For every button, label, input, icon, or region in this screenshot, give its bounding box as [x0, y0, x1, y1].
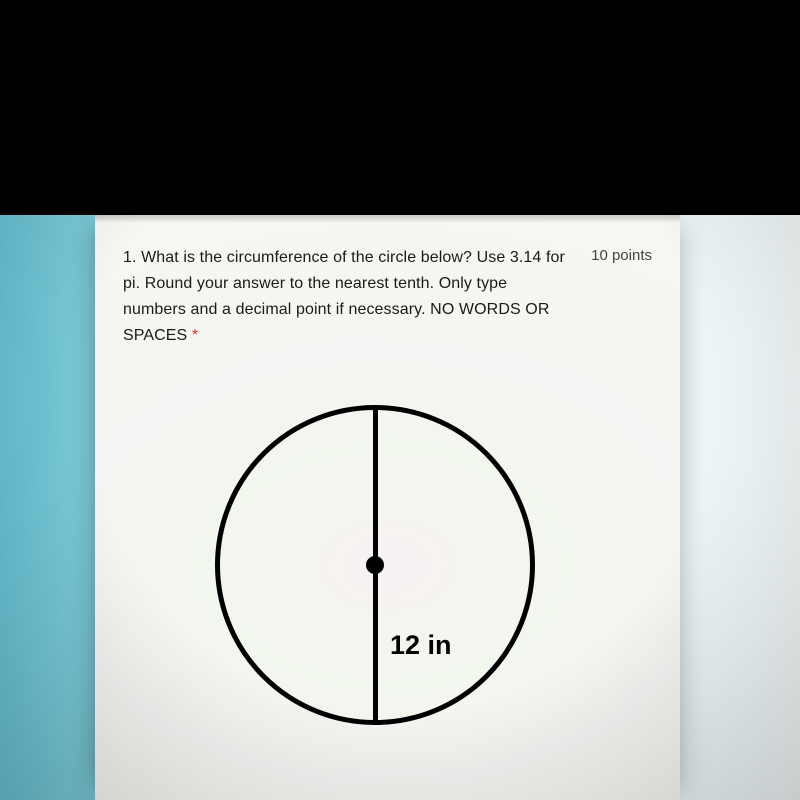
screenshot-root: 1. What is the circumference of the circ…	[0, 0, 800, 800]
dimension-label: 12 in	[390, 630, 452, 661]
question-text: 1. What is the circumference of the circ…	[123, 245, 571, 349]
question-card: 1. What is the circumference of the circ…	[95, 215, 680, 800]
points-label: 10 points	[591, 245, 652, 349]
letterbox-top	[0, 0, 800, 215]
question-header-row: 1. What is the circumference of the circ…	[95, 215, 680, 367]
required-asterisk: *	[192, 327, 198, 344]
circle-diagram: 12 in	[215, 405, 535, 725]
question-body: 1. What is the circumference of the circ…	[123, 249, 565, 344]
center-point	[366, 556, 384, 574]
